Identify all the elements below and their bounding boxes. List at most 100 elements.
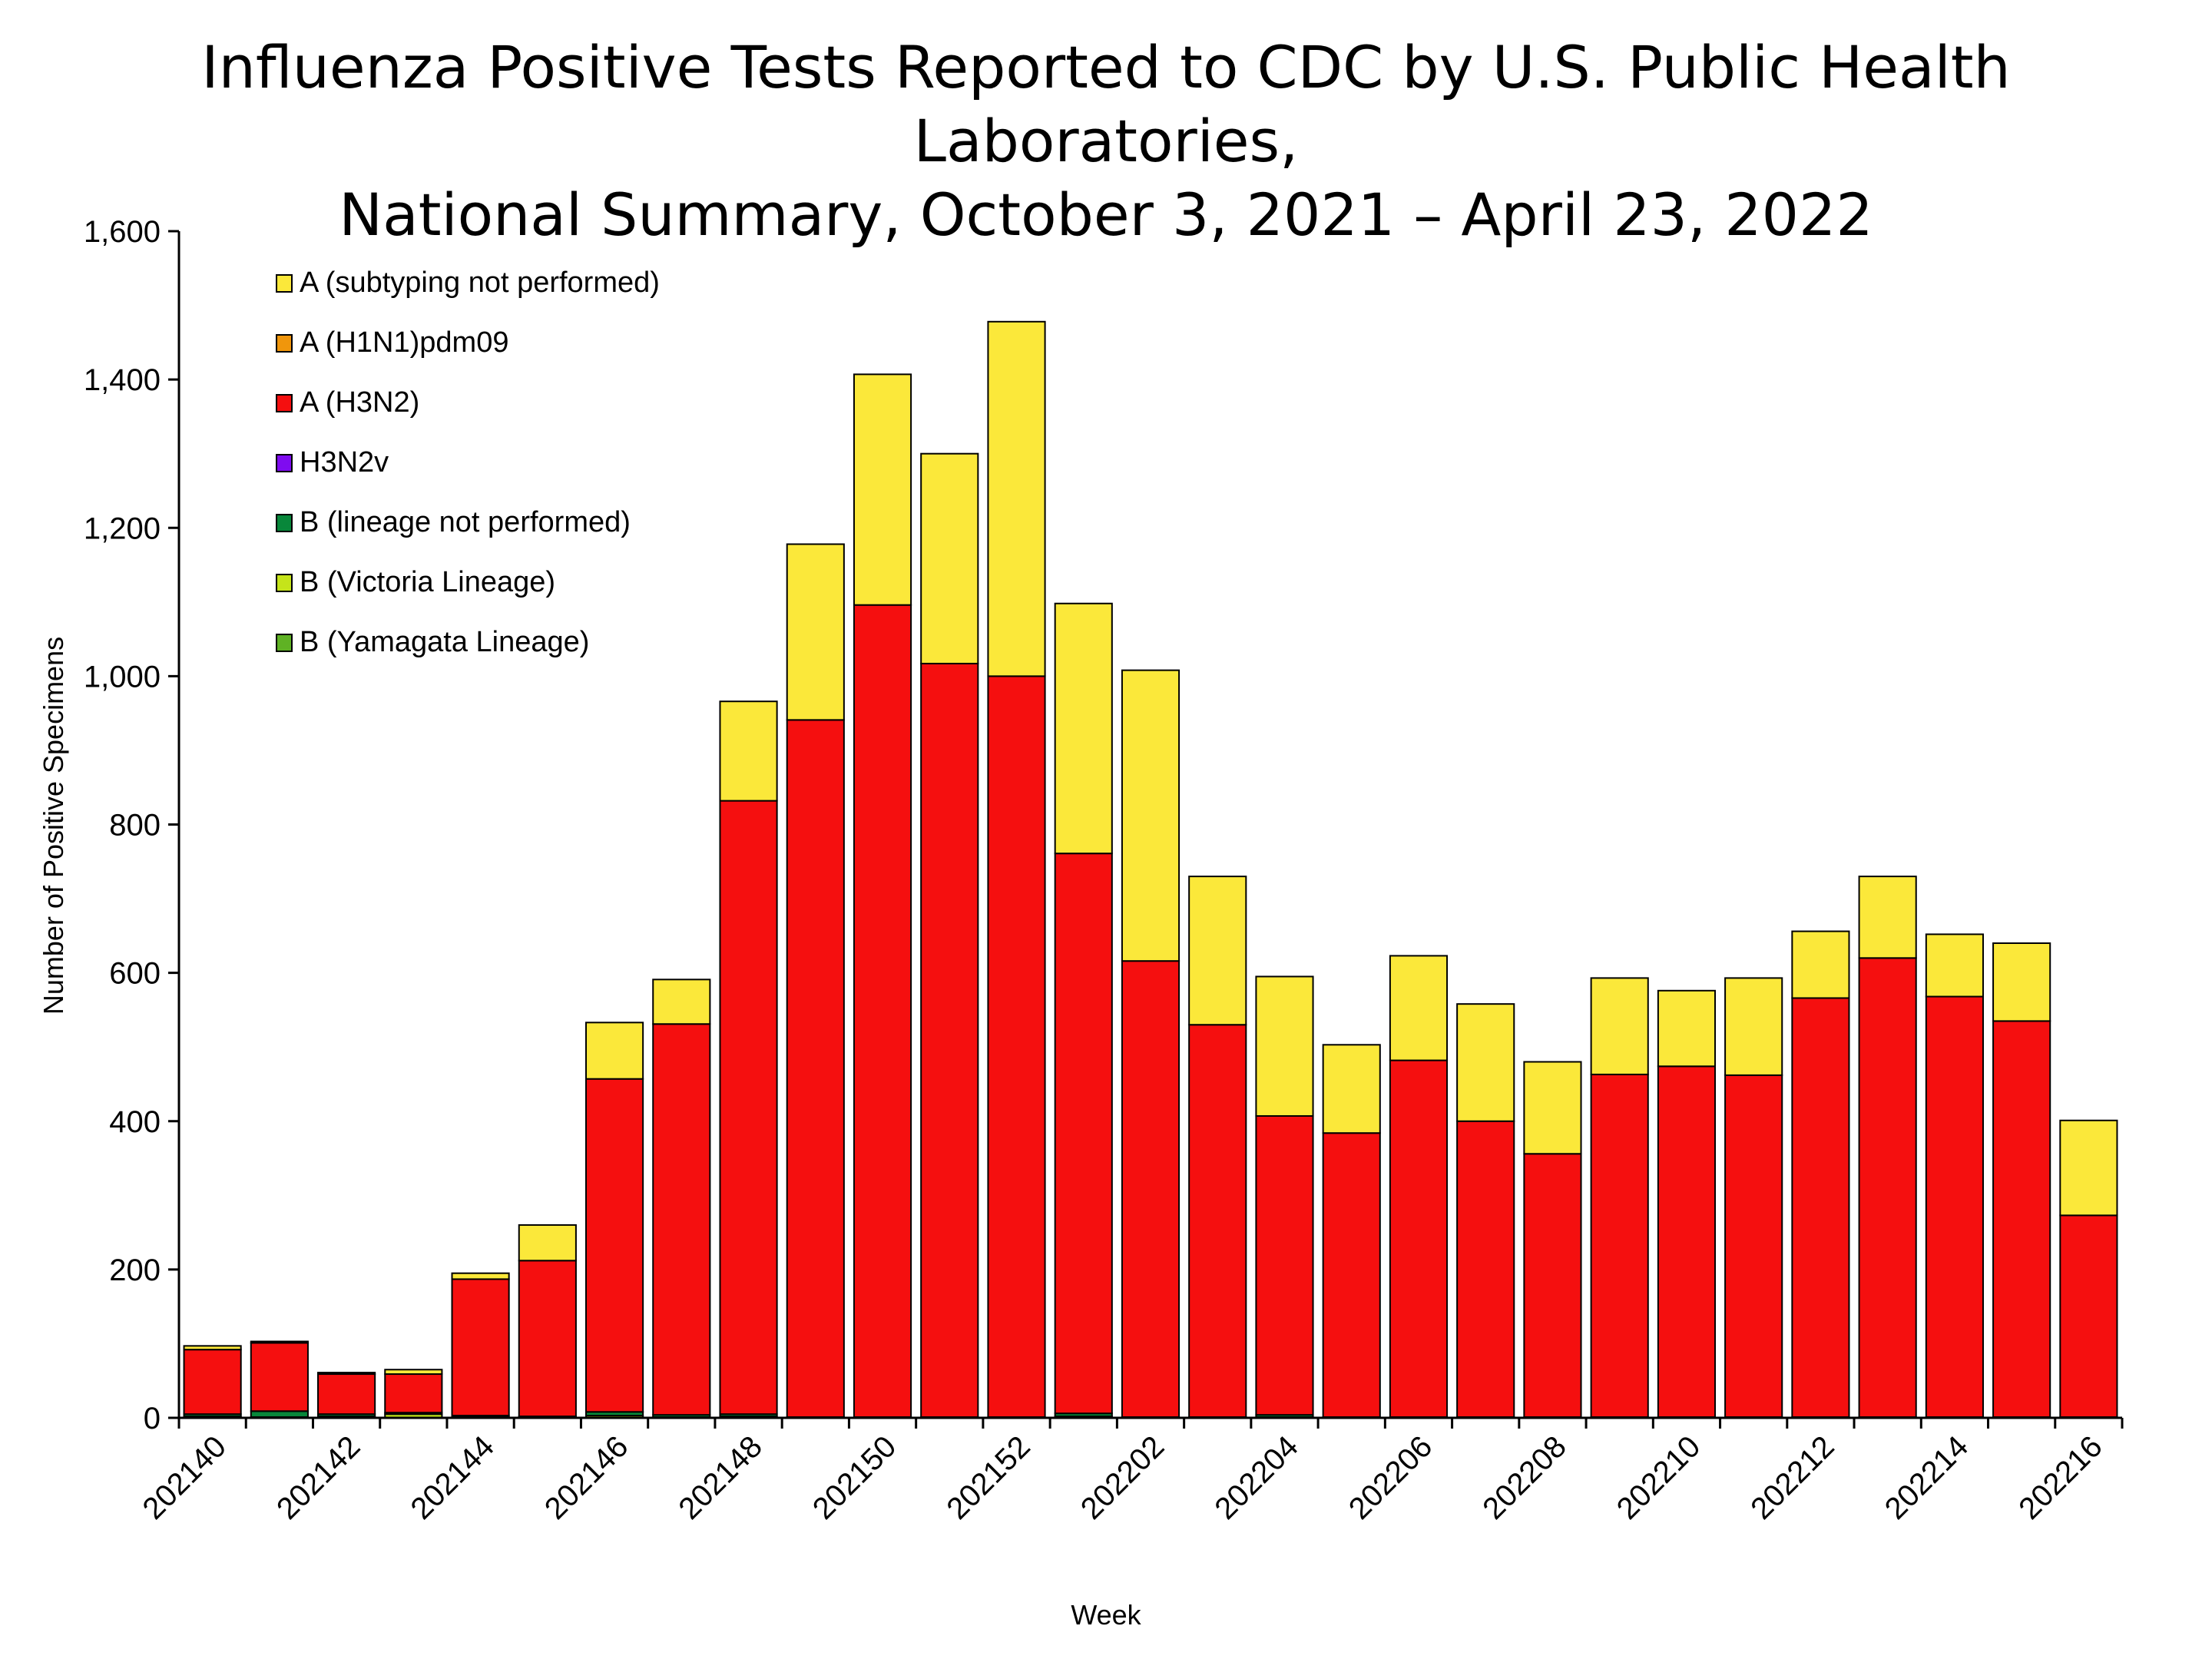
bar-segment-202207-4	[1456, 1120, 1515, 1419]
legend-swatch	[276, 634, 293, 652]
y-tick-label: 0	[144, 1402, 161, 1435]
bar-segment-202211-4	[1724, 1074, 1783, 1419]
y-tick-label: 1,600	[84, 215, 161, 249]
bar-segment-202215-4	[1992, 1020, 2051, 1419]
bar-segment-202152-6	[987, 320, 1046, 677]
x-tick-label: 202204	[1208, 1429, 1305, 1526]
x-tick-label: 202146	[538, 1429, 635, 1526]
bar-segment-202140-6	[183, 1345, 242, 1351]
bar-segment-202205-4	[1322, 1132, 1381, 1419]
y-axis-label: Number of Positive Specimens	[38, 637, 69, 1015]
legend: A (subtyping not performed) A (H1N1)pdm09…	[276, 267, 660, 658]
bar-segment-202210-6	[1657, 989, 1717, 1068]
x-axis-label: Week	[1071, 1599, 1141, 1631]
bar-segment-202214-4	[1925, 995, 1984, 1419]
bar-segment-202201-4	[1054, 853, 1113, 1415]
x-tick-label: 202142	[270, 1429, 367, 1526]
legend-label: A (H3N2)	[300, 386, 419, 419]
bar-segment-202148-4	[719, 800, 778, 1416]
legend-swatch	[276, 274, 293, 293]
bar-segment-202142-4	[317, 1373, 376, 1416]
x-tick-label: 202152	[940, 1429, 1037, 1526]
y-tick-label: 1,400	[84, 363, 161, 397]
x-tick-label: 202144	[404, 1429, 501, 1526]
bar-segment-202215-6	[1992, 942, 2051, 1022]
legend-label: H3N2v	[300, 446, 389, 478]
legend-label: A (subtyping not performed)	[300, 267, 660, 299]
legend-label: B (Yamagata Lineage)	[300, 626, 589, 658]
bar-segment-202145-4	[518, 1260, 577, 1418]
legend-swatch	[276, 514, 293, 532]
x-tick-label: 202202	[1075, 1429, 1171, 1526]
bar-segment-202213-6	[1858, 876, 1917, 959]
bar-segment-202150-4	[853, 604, 912, 1419]
chart-title: Influenza Positive Tests Reported to CDC…	[0, 31, 2212, 252]
bar-segment-202206-4	[1389, 1059, 1449, 1419]
bar-segment-202141-4	[250, 1342, 309, 1412]
bar-segment-202207-6	[1456, 1003, 1515, 1122]
bar-segment-202147-6	[652, 979, 711, 1025]
x-tick-label: 202206	[1343, 1429, 1439, 1526]
bar-segment-202143-6	[384, 1369, 443, 1376]
legend-swatch	[276, 574, 293, 592]
legend-label: B (Victoria Lineage)	[300, 566, 555, 598]
bar-segment-202141-2	[250, 1410, 309, 1419]
bar-segment-202205-6	[1322, 1044, 1381, 1134]
bar-segment-202146-6	[584, 1022, 644, 1080]
y-tick-label: 1,000	[84, 660, 161, 694]
bar-segment-202203-6	[1188, 876, 1247, 1026]
legend-label: A (H1N1)pdm09	[300, 326, 508, 359]
bar-segment-202152-4	[987, 675, 1046, 1419]
x-tick-label: 202214	[1879, 1429, 1975, 1526]
bar-segment-202149-6	[786, 543, 845, 721]
bar-segment-202212-6	[1791, 930, 1850, 999]
bar-segment-202148-6	[719, 700, 778, 802]
bar-segment-202202-6	[1121, 669, 1181, 962]
title-line-2: National Summary, October 3, 2021 – Apri…	[339, 180, 1873, 249]
legend-swatch	[276, 454, 293, 472]
bar-segment-202206-6	[1389, 955, 1449, 1061]
y-tick-label: 800	[109, 809, 161, 843]
bar-segment-202151-4	[920, 662, 979, 1419]
bar-segment-202212-4	[1791, 997, 1850, 1419]
bar-segment-202141-6	[250, 1340, 309, 1344]
bar-segment-202211-6	[1724, 977, 1783, 1076]
bar-segment-202140-4	[183, 1349, 242, 1416]
x-tick-label: 202148	[672, 1429, 769, 1526]
y-tick-label: 1,200	[84, 512, 161, 545]
legend-label: B (lineage not performed)	[300, 506, 631, 538]
bar-segment-202201-6	[1054, 602, 1113, 855]
bar-segment-202150-6	[853, 373, 912, 606]
legend-swatch	[276, 394, 293, 412]
bar-segment-202204-4	[1255, 1114, 1314, 1416]
bar-segment-202216-6	[2059, 1119, 2118, 1217]
bar-segment-202208-6	[1523, 1061, 1582, 1155]
y-tick-label: 400	[109, 1105, 161, 1139]
x-tick-label: 202150	[806, 1429, 903, 1526]
bars	[183, 320, 2118, 1419]
bar-segment-202151-6	[920, 452, 979, 664]
legend-swatch	[276, 334, 293, 353]
x-tick-label: 202210	[1611, 1429, 1707, 1526]
bar-segment-202145-6	[518, 1224, 577, 1262]
x-tick-label: 202216	[2012, 1429, 2109, 1526]
bar-segment-202216-4	[2059, 1214, 2118, 1419]
x-tick-label: 202208	[1476, 1429, 1573, 1526]
bar-segment-202208-4	[1523, 1153, 1582, 1419]
bar-segment-202142-6	[317, 1372, 376, 1376]
bar-segment-202144-6	[451, 1272, 510, 1280]
x-tick-label: 202212	[1744, 1429, 1841, 1526]
bar-segment-202214-6	[1925, 933, 1984, 998]
bar-segment-202209-6	[1590, 977, 1649, 1075]
bar-segment-202210-4	[1657, 1065, 1717, 1419]
y-tick-label: 600	[109, 957, 161, 991]
bar-segment-202204-6	[1255, 975, 1314, 1117]
bar-segment-202146-4	[584, 1078, 644, 1413]
y-tick-label: 200	[109, 1253, 161, 1287]
bar-segment-202202-4	[1121, 960, 1181, 1419]
bar-segment-202203-4	[1188, 1024, 1247, 1419]
bar-segment-202143-4	[384, 1373, 443, 1414]
bar-segment-202209-4	[1590, 1073, 1649, 1419]
bar-segment-202149-4	[786, 719, 845, 1419]
